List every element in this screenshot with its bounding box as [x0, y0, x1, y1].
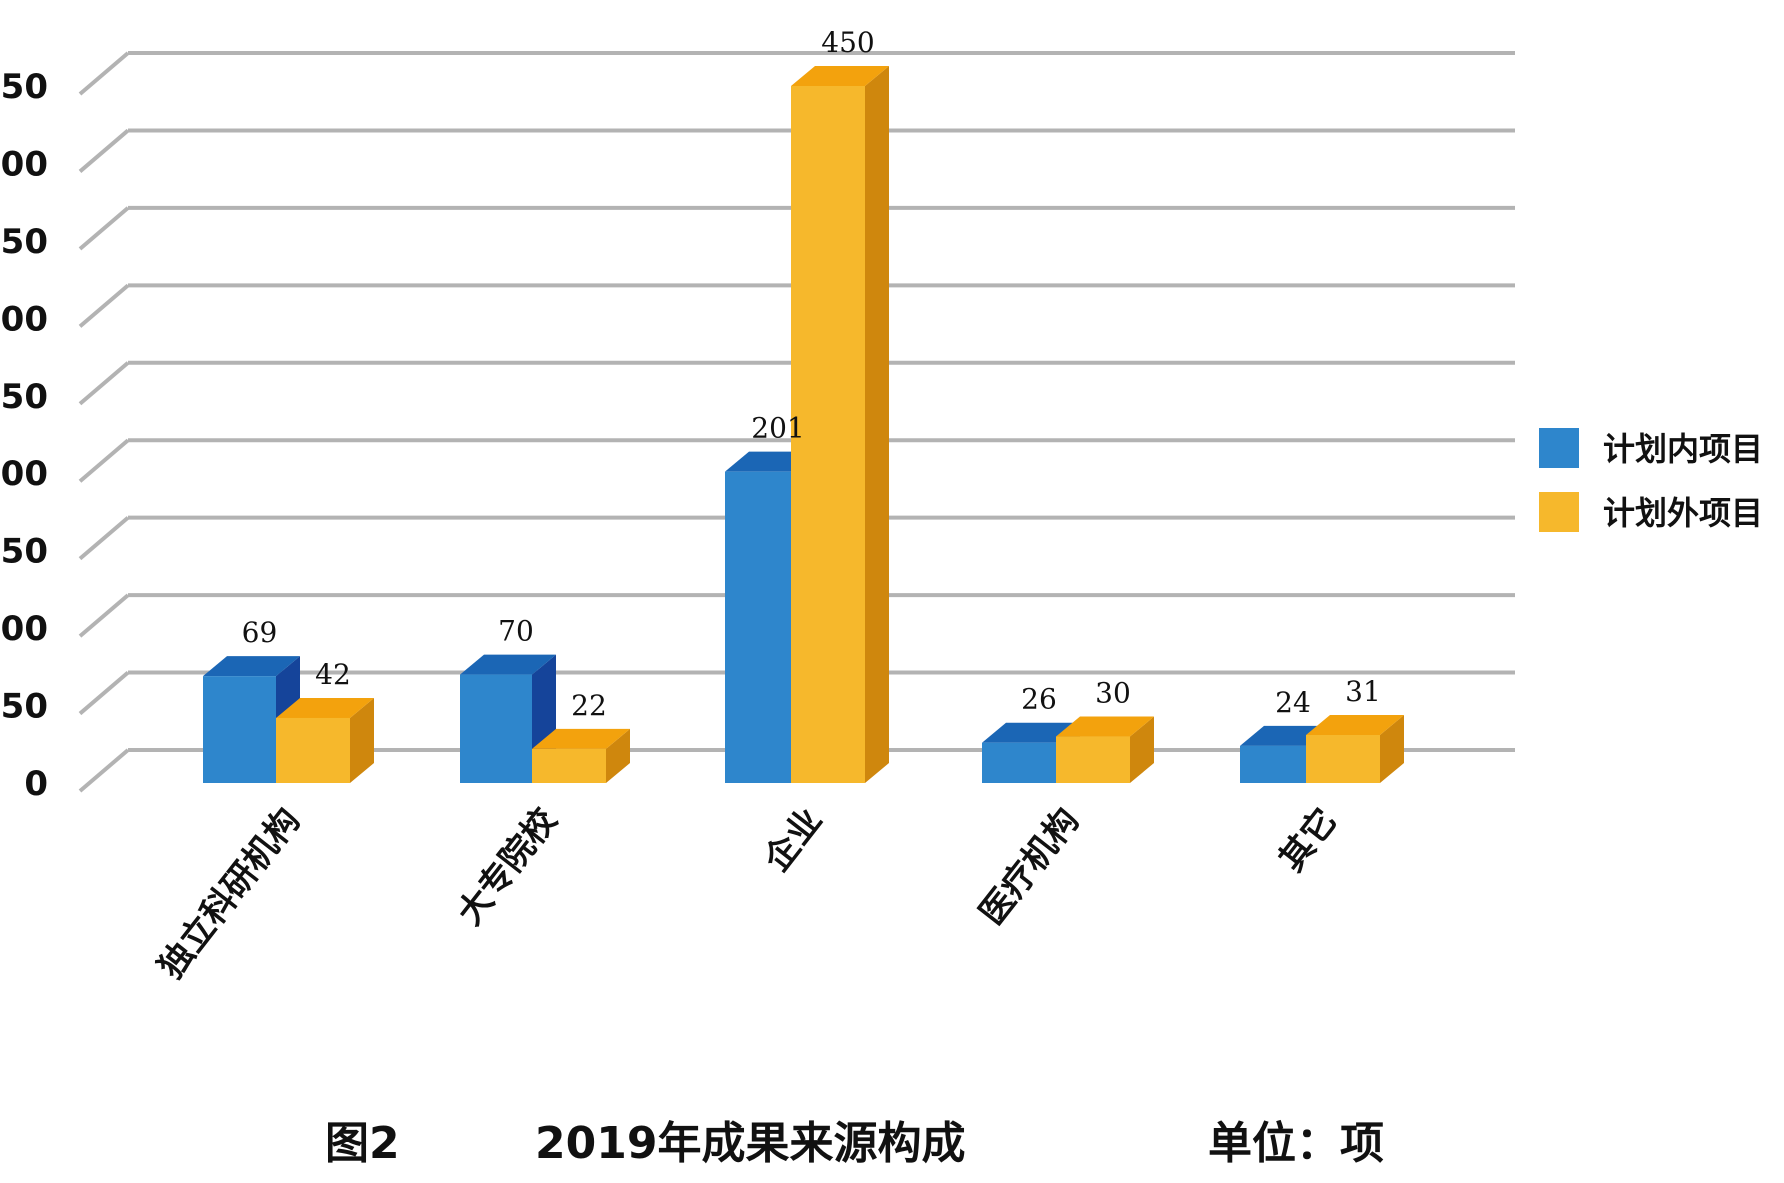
legend-label: 计划外项目 — [1603, 494, 1763, 532]
value-label: 69 — [242, 616, 278, 649]
gridline-diagonal — [78, 671, 130, 716]
gridline-diagonal — [78, 748, 130, 793]
bar-top — [791, 66, 889, 86]
category-label: 其它 — [1272, 801, 1345, 879]
bar — [460, 674, 532, 783]
bars — [203, 66, 1404, 783]
value-label: 24 — [1275, 686, 1311, 719]
value-label: 70 — [498, 615, 534, 648]
bar-top — [460, 654, 556, 675]
bar-side — [350, 697, 374, 783]
figure-number: 图2 — [325, 1118, 400, 1169]
y-tick-label: 350 — [0, 222, 48, 262]
y-tick-label: 50 — [1, 687, 48, 727]
chart-title: 2019年成果来源构成 — [535, 1118, 965, 1169]
caption: 图2 2019年成果来源构成 单位：项 — [325, 1118, 1384, 1169]
legend-swatch — [1539, 492, 1579, 532]
value-label: 201 — [751, 412, 804, 445]
bar — [1056, 736, 1130, 783]
gridline-diagonal — [78, 593, 130, 638]
y-tick-label: 0 — [24, 764, 48, 804]
bar — [1240, 745, 1306, 783]
category-label: 独立科研机构 — [151, 801, 308, 986]
gridline-diagonal — [78, 438, 130, 483]
gridline-diagonal — [78, 51, 130, 96]
bar-top — [1306, 714, 1404, 735]
legend-label: 计划内项目 — [1603, 430, 1763, 468]
category-label: 大专院校 — [450, 801, 565, 933]
gridline-diagonal — [78, 128, 130, 173]
gridline-diagonal — [78, 361, 130, 406]
value-label: 26 — [1021, 683, 1057, 716]
value-label: 22 — [571, 689, 607, 722]
bar-side — [1380, 714, 1404, 783]
bar — [203, 676, 276, 783]
bar — [276, 717, 350, 783]
bar-top — [982, 722, 1080, 743]
value-label: 31 — [1345, 675, 1381, 708]
gridline-diagonal — [78, 283, 130, 328]
gridline-diagonal — [78, 206, 130, 251]
gridline-diagonal — [78, 516, 130, 561]
value-label: 42 — [315, 658, 351, 691]
y-tick-label: 150 — [0, 532, 48, 572]
y-axis-ticks: 0 50 100 150 200 250 300 350 400 450 — [0, 67, 48, 804]
bar-side — [865, 66, 889, 783]
value-label: 450 — [821, 26, 874, 59]
legend-swatch — [1539, 428, 1579, 468]
bar — [725, 471, 791, 783]
value-label: 30 — [1095, 677, 1131, 710]
y-tick-label: 300 — [0, 299, 48, 339]
bar-side — [1130, 716, 1154, 783]
bar-side — [606, 728, 630, 783]
y-tick-label: 250 — [0, 377, 48, 417]
bar-top — [1056, 716, 1154, 737]
bar — [1306, 734, 1380, 783]
bar-top — [276, 697, 374, 718]
value-labels: 69 42 70 22 201 450 26 30 24 31 — [242, 26, 1381, 722]
y-tick-label: 200 — [0, 454, 48, 494]
category-label: 企业 — [757, 801, 830, 879]
bar-top — [203, 656, 300, 677]
bar-top — [532, 728, 630, 749]
bar — [791, 86, 865, 783]
x-axis-categories: 独立科研机构 大专院校 企业 医疗机构 其它 — [151, 801, 1345, 986]
y-tick-label: 450 — [0, 67, 48, 107]
y-tick-label: 100 — [0, 609, 48, 649]
category-label: 医疗机构 — [972, 801, 1087, 933]
unit-label: 单位：项 — [1208, 1118, 1384, 1169]
bar — [982, 742, 1056, 783]
y-tick-label: 400 — [0, 144, 48, 184]
bar — [532, 748, 606, 783]
